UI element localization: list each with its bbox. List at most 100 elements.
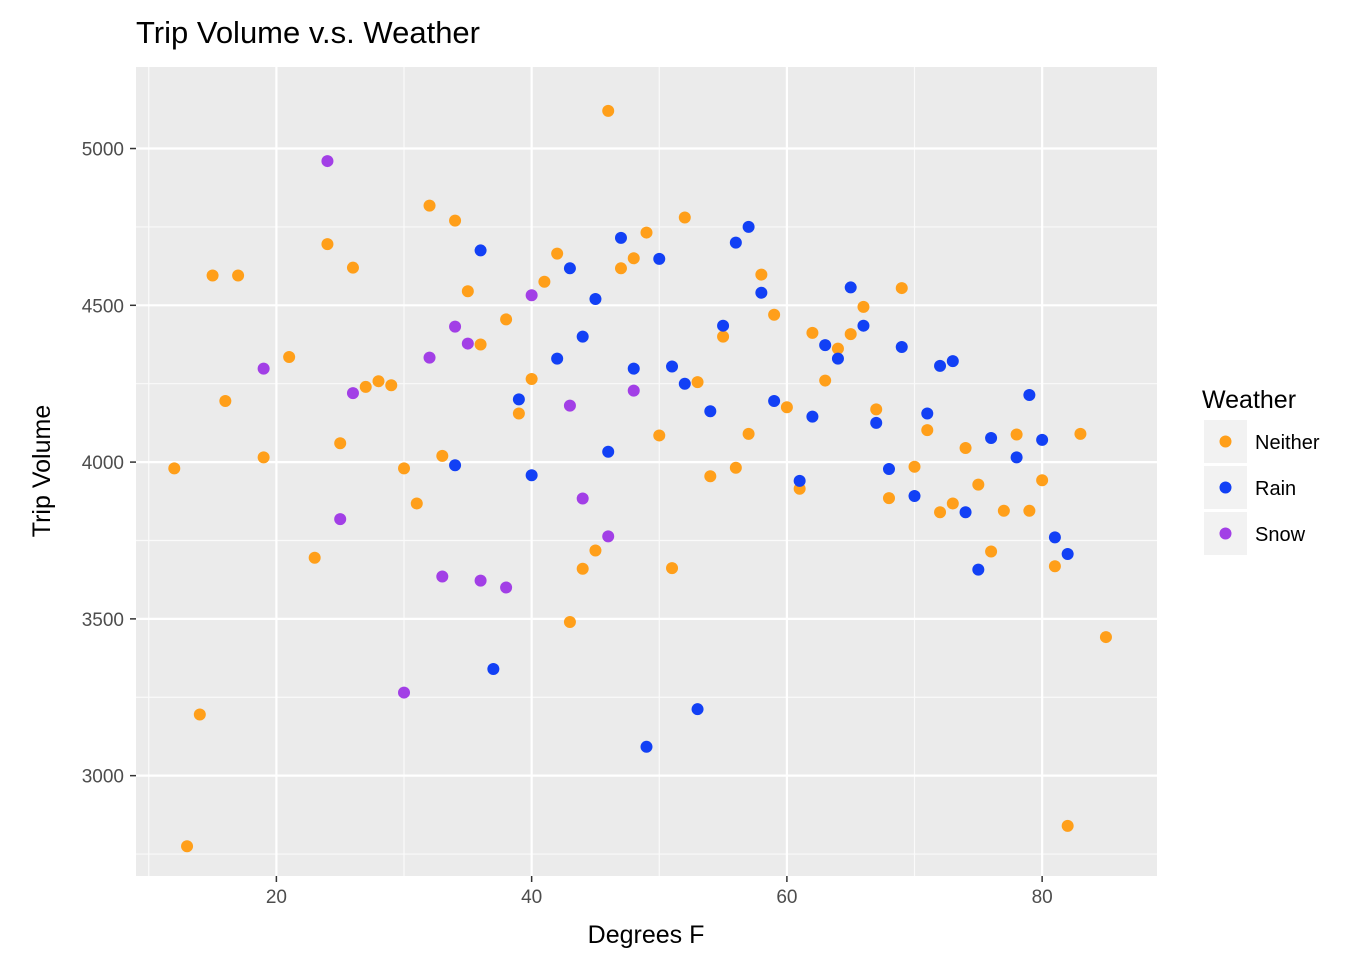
point-neither	[844, 328, 857, 341]
point-rain	[857, 319, 870, 332]
point-rain	[691, 703, 704, 716]
point-snow	[525, 289, 538, 302]
point-rain	[895, 341, 908, 354]
point-snow	[346, 387, 359, 400]
y-axis-title: Trip Volume	[28, 405, 56, 537]
point-rain	[755, 286, 768, 299]
point-neither	[985, 545, 998, 558]
point-neither	[1074, 427, 1087, 440]
point-rain	[1023, 388, 1036, 401]
x-axis-title: Degrees F	[588, 921, 705, 949]
point-neither	[283, 351, 296, 364]
point-rain	[806, 410, 819, 423]
point-snow	[449, 320, 462, 333]
point-neither	[372, 375, 385, 388]
point-neither	[934, 506, 947, 519]
point-neither	[410, 497, 423, 510]
point-rain	[474, 244, 487, 257]
point-snow	[436, 570, 449, 583]
point-neither	[308, 551, 321, 564]
point-rain	[640, 740, 653, 753]
point-rain	[831, 352, 844, 365]
point-neither	[474, 338, 487, 351]
point-neither	[385, 379, 398, 392]
point-rain	[1010, 451, 1023, 464]
point-neither	[1061, 819, 1074, 832]
legend: Weather Neither Rain Snow	[1202, 386, 1320, 555]
point-rain	[653, 252, 666, 265]
point-rain	[908, 489, 921, 502]
point-neither	[500, 313, 513, 326]
legend-title: Weather	[1202, 386, 1296, 414]
point-neither	[181, 840, 194, 853]
point-neither	[563, 616, 576, 629]
point-rain	[576, 330, 589, 343]
point-neither	[232, 269, 245, 282]
point-neither	[972, 478, 985, 491]
point-neither	[806, 326, 819, 339]
point-neither	[678, 211, 691, 224]
point-rain	[921, 407, 934, 420]
point-rain	[1048, 531, 1061, 544]
point-rain	[563, 262, 576, 275]
point-snow	[627, 384, 640, 397]
x-tick-label: 20	[266, 887, 287, 908]
point-rain	[934, 359, 947, 372]
point-neither	[359, 380, 372, 393]
point-rain	[729, 236, 742, 249]
point-neither	[857, 300, 870, 313]
point-snow	[321, 155, 334, 168]
point-neither	[1023, 504, 1036, 517]
point-rain	[819, 339, 832, 352]
point-snow	[423, 351, 436, 364]
point-neither	[436, 449, 449, 462]
legend-label-rain: Rain	[1255, 478, 1296, 500]
x-tick-label: 40	[521, 887, 542, 908]
point-neither	[193, 708, 206, 721]
point-neither	[334, 437, 347, 450]
x-tick-label: 80	[1032, 887, 1053, 908]
point-neither	[449, 214, 462, 227]
point-rain	[717, 319, 730, 332]
data-points	[168, 104, 1112, 853]
point-neither	[461, 285, 474, 298]
legend-label-snow: Snow	[1255, 524, 1306, 546]
point-neither	[704, 470, 717, 483]
point-neither	[640, 226, 653, 239]
plot-panel	[136, 67, 1157, 876]
point-neither	[755, 268, 768, 281]
point-neither	[946, 497, 959, 510]
point-rain	[449, 459, 462, 472]
point-neither	[423, 199, 436, 212]
point-snow	[474, 574, 487, 587]
point-rain	[1061, 547, 1074, 560]
legend-swatch-snow	[1219, 527, 1232, 540]
point-rain	[666, 360, 679, 373]
point-rain	[551, 352, 564, 365]
point-rain	[525, 469, 538, 482]
point-neither	[206, 269, 219, 282]
point-neither	[653, 429, 666, 442]
y-tick-label: 4500	[82, 296, 124, 317]
point-neither	[627, 252, 640, 265]
point-neither	[1048, 560, 1061, 573]
point-neither	[831, 342, 844, 355]
legend-swatch-neither	[1219, 435, 1232, 448]
point-snow	[563, 399, 576, 412]
point-neither	[921, 424, 934, 437]
y-tick-label: 4000	[82, 453, 124, 474]
point-rain	[959, 506, 972, 519]
point-neither	[398, 462, 411, 475]
y-tick-label: 5000	[82, 140, 124, 161]
y-tick-label: 3500	[82, 610, 124, 631]
point-neither	[882, 492, 895, 505]
point-rain	[793, 474, 806, 487]
point-neither	[538, 275, 551, 288]
point-snow	[398, 686, 411, 699]
point-neither	[512, 407, 525, 420]
legend-label-neither: Neither	[1255, 432, 1320, 454]
point-neither	[321, 238, 334, 251]
point-neither	[614, 262, 627, 275]
point-neither	[602, 104, 615, 117]
